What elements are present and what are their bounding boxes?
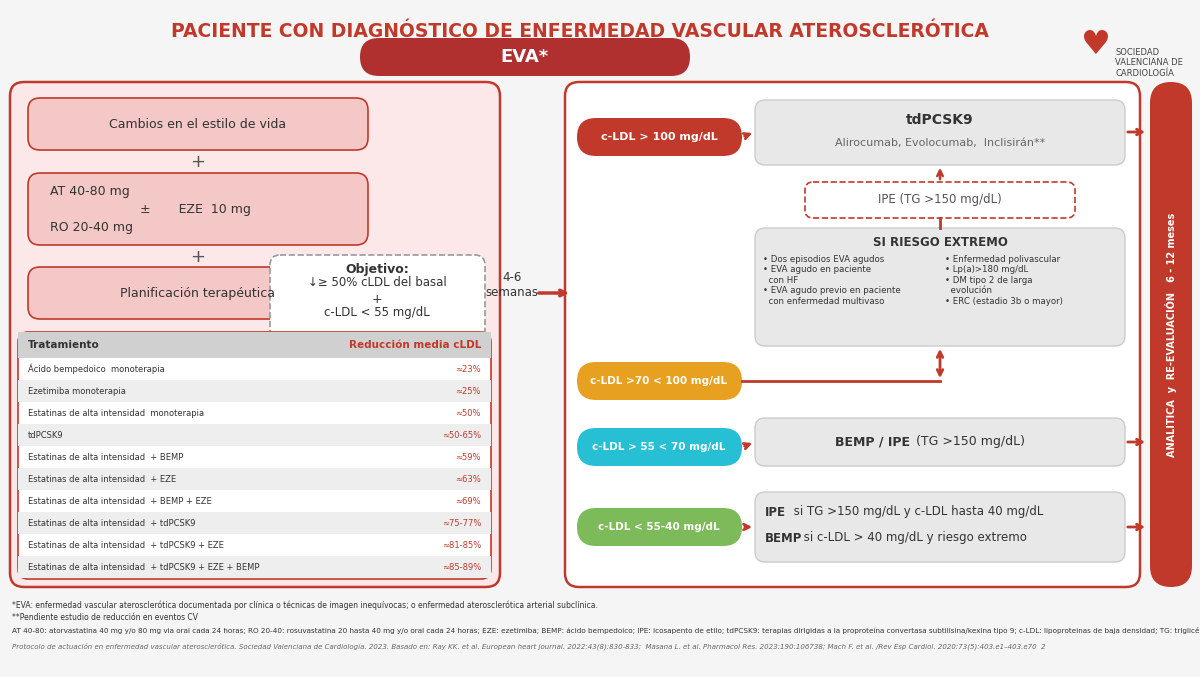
Text: ≈75-77%: ≈75-77% (442, 519, 481, 527)
Text: c-LDL > 55 < 70 mg/dL: c-LDL > 55 < 70 mg/dL (593, 442, 726, 452)
FancyBboxPatch shape (28, 173, 368, 245)
Text: RO 20-40 mg: RO 20-40 mg (50, 221, 133, 234)
Text: Alirocumab, Evolocumab,  Inclisirán**: Alirocumab, Evolocumab, Inclisirán** (835, 138, 1045, 148)
FancyBboxPatch shape (755, 100, 1126, 165)
FancyBboxPatch shape (28, 267, 368, 319)
Bar (18, 332, 491, 358)
Text: EVA*: EVA* (500, 48, 550, 66)
Text: • Dos episodios EVA agudos
• EVA agudo en paciente
  con HF
• EVA agudo previo e: • Dos episodios EVA agudos • EVA agudo e… (763, 255, 901, 305)
Text: ≈69%: ≈69% (455, 496, 481, 506)
FancyBboxPatch shape (755, 492, 1126, 562)
FancyBboxPatch shape (565, 82, 1140, 587)
Text: tdPCSK9: tdPCSK9 (28, 431, 64, 439)
Bar (18, 556, 491, 578)
FancyBboxPatch shape (577, 362, 742, 400)
Text: BEMP / IPE: BEMP / IPE (835, 435, 910, 448)
Text: AT 40-80: atorvastatina 40 mg y/o 80 mg via oral cada 24 horas; RO 20-40: rosuva: AT 40-80: atorvastatina 40 mg y/o 80 mg … (12, 627, 1200, 634)
Text: (TG >150 mg/dL): (TG >150 mg/dL) (912, 435, 1025, 448)
Text: **Pendiente estudio de reducción en eventos CV: **Pendiente estudio de reducción en even… (12, 613, 198, 622)
FancyBboxPatch shape (10, 82, 500, 587)
Text: Objetivo:: Objetivo: (346, 263, 409, 276)
Text: c-LDL < 55 mg/dL: c-LDL < 55 mg/dL (324, 306, 430, 319)
Text: tdPCSK9: tdPCSK9 (906, 113, 974, 127)
Text: c-LDL >70 < 100 mg/dL: c-LDL >70 < 100 mg/dL (590, 376, 727, 386)
FancyBboxPatch shape (28, 98, 368, 150)
Text: +: + (191, 248, 205, 266)
Text: IPE: IPE (766, 506, 786, 519)
Text: BEMP: BEMP (766, 531, 803, 544)
Text: PACIENTE CON DIAGNÓSTICO DE ENFERMEDAD VASCULAR ATEROSCLERÓTICA: PACIENTE CON DIAGNÓSTICO DE ENFERMEDAD V… (172, 22, 989, 41)
Text: Estatinas de alta intensidad  + EZE: Estatinas de alta intensidad + EZE (28, 475, 176, 483)
Text: Estatinas de alta intensidad  monoterapia: Estatinas de alta intensidad monoterapia (28, 408, 204, 418)
Text: si c-LDL > 40 mg/dL y riesgo extremo: si c-LDL > 40 mg/dL y riesgo extremo (800, 531, 1027, 544)
Text: SI RIESGO EXTREMO: SI RIESGO EXTREMO (872, 236, 1008, 248)
Text: Planificación terapéutica: Planificación terapéutica (120, 286, 276, 299)
Text: Estatinas de alta intensidad  + tdPCSK9: Estatinas de alta intensidad + tdPCSK9 (28, 519, 196, 527)
Text: Estatinas de alta intensidad  + BEMP: Estatinas de alta intensidad + BEMP (28, 452, 184, 462)
Text: ANALITICA  y  RE-EVALUACIÓN   6 - 12 meses: ANALITICA y RE-EVALUACIÓN 6 - 12 meses (1165, 213, 1177, 457)
Text: Estatinas de alta intensidad  + tdPCSK9 + EZE + BEMP: Estatinas de alta intensidad + tdPCSK9 +… (28, 563, 259, 571)
Text: • Enfermedad polivascular
• Lp(a)>180 mg/dL
• DM tipo 2 de larga
  evolución
• E: • Enfermedad polivascular • Lp(a)>180 mg… (946, 255, 1063, 305)
Bar (18, 468, 491, 490)
Text: c-LDL < 55-40 mg/dL: c-LDL < 55-40 mg/dL (598, 522, 720, 532)
Text: Cambios en el estilo de vida: Cambios en el estilo de vida (109, 118, 287, 131)
Bar (18, 380, 491, 402)
Text: ↓≥ 50% cLDL del basal: ↓≥ 50% cLDL del basal (307, 276, 446, 289)
Text: AT 40-80 mg: AT 40-80 mg (50, 185, 130, 198)
FancyBboxPatch shape (270, 255, 485, 343)
Text: SOCIEDAD
VALENCIANA DE
CARDIOLOGÍA: SOCIEDAD VALENCIANA DE CARDIOLOGÍA (1115, 48, 1183, 78)
Text: ≈23%: ≈23% (455, 364, 481, 374)
Text: Ácido bempedoico  monoterapia: Ácido bempedoico monoterapia (28, 364, 164, 374)
Text: ≈63%: ≈63% (455, 475, 481, 483)
FancyBboxPatch shape (577, 508, 742, 546)
FancyBboxPatch shape (360, 38, 690, 76)
Text: IPE (TG >150 mg/dL): IPE (TG >150 mg/dL) (878, 194, 1002, 206)
FancyBboxPatch shape (755, 418, 1126, 466)
FancyBboxPatch shape (805, 182, 1075, 218)
Text: +: + (191, 153, 205, 171)
Text: Reducción media cLDL: Reducción media cLDL (349, 340, 481, 350)
Text: Estatinas de alta intensidad  + tdPCSK9 + EZE: Estatinas de alta intensidad + tdPCSK9 +… (28, 540, 224, 550)
Text: ≈25%: ≈25% (456, 387, 481, 395)
Text: ≈59%: ≈59% (456, 452, 481, 462)
Text: *EVA: enfermedad vascular aterosclerótica documentada por clínica o técnicas de : *EVA: enfermedad vascular aterosclerótic… (12, 600, 598, 609)
Text: Tratamiento: Tratamiento (28, 340, 100, 350)
Text: 4-6
semanas: 4-6 semanas (486, 271, 539, 299)
FancyBboxPatch shape (577, 118, 742, 156)
FancyBboxPatch shape (755, 228, 1126, 346)
Text: +: + (372, 293, 383, 306)
Text: ±       EZE  10 mg: ± EZE 10 mg (140, 204, 251, 217)
FancyBboxPatch shape (18, 332, 491, 579)
Text: ≈50%: ≈50% (456, 408, 481, 418)
Text: c-LDL > 100 mg/dL: c-LDL > 100 mg/dL (601, 132, 718, 142)
Text: si TG >150 mg/dL y c-LDL hasta 40 mg/dL: si TG >150 mg/dL y c-LDL hasta 40 mg/dL (790, 506, 1043, 519)
Bar (18, 512, 491, 534)
FancyBboxPatch shape (577, 428, 742, 466)
Text: Protocolo de actuación en enfermedad vascular aterosclerótica. Sociedad Valencia: Protocolo de actuación en enfermedad vas… (12, 643, 1045, 651)
Text: Ezetimiba monoterapia: Ezetimiba monoterapia (28, 387, 126, 395)
Text: ♥: ♥ (1080, 28, 1110, 62)
Text: ≈81-85%: ≈81-85% (442, 540, 481, 550)
Text: ≈85-89%: ≈85-89% (442, 563, 481, 571)
Bar (18, 424, 491, 446)
Text: Estatinas de alta intensidad  + BEMP + EZE: Estatinas de alta intensidad + BEMP + EZ… (28, 496, 211, 506)
Text: ≈50-65%: ≈50-65% (442, 431, 481, 439)
FancyBboxPatch shape (1150, 82, 1192, 587)
